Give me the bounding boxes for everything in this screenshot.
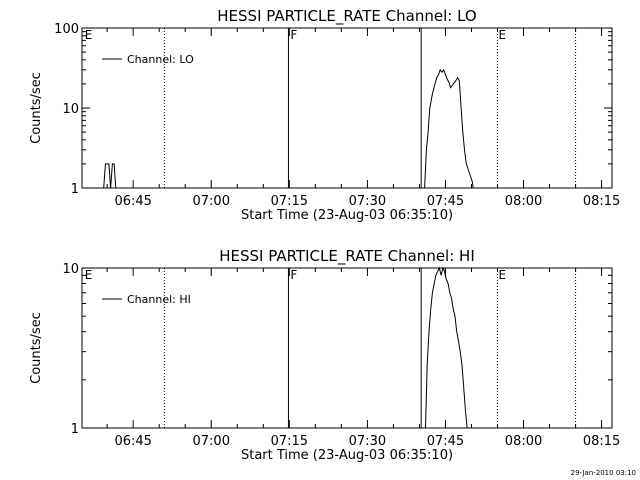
hi-x-axis-label: Start Time (23-Aug-03 06:35:10) <box>241 448 453 463</box>
hi-x-tick-label: 08:00 <box>505 434 542 449</box>
hi-annotation-label: E <box>85 268 93 282</box>
lo-x-tick-label: 07:30 <box>349 194 386 209</box>
lo-y-tick-label: 1 <box>71 182 79 197</box>
lo-plot-frame <box>81 27 613 189</box>
lo-series-line <box>103 68 474 189</box>
lo-x-tick-label: 08:15 <box>583 194 620 209</box>
hi-series-line <box>425 266 468 429</box>
hi-y-axis-label: Counts/sec <box>29 312 44 384</box>
hi-x-tick-label: 07:30 <box>349 434 386 449</box>
lo-y-axis-label: Counts/sec <box>29 72 44 144</box>
hi-x-tick-label: 08:15 <box>583 434 620 449</box>
hi-legend-label: Channel: HI <box>127 293 191 306</box>
lo-annotation-label: E <box>85 28 93 42</box>
footer-timestamp: 29-Jan-2010 03:10 <box>570 469 636 477</box>
lo-x-tick-label: 07:15 <box>271 194 308 209</box>
lo-x-tick-label: 06:45 <box>114 194 151 209</box>
hi-chart-title: HESSI PARTICLE_RATE Channel: HI <box>219 247 475 266</box>
lo-x-tick-label: 08:00 <box>505 194 542 209</box>
hi-annotation-label: E <box>498 268 506 282</box>
lo-annotation-label: E <box>498 28 506 42</box>
hi-annotation-label: F <box>290 268 297 282</box>
hi-x-tick-label: 07:45 <box>427 434 464 449</box>
hi-x-tick-label: 06:45 <box>114 434 151 449</box>
lo-legend-label: Channel: LO <box>127 53 194 66</box>
lo-x-tick-label: 07:45 <box>427 194 464 209</box>
hi-y-tick-label: 1 <box>71 422 79 437</box>
lo-x-axis-label: Start Time (23-Aug-03 06:35:10) <box>241 208 453 223</box>
lo-x-tick-label: 07:00 <box>193 194 230 209</box>
hi-x-tick-label: 07:15 <box>271 434 308 449</box>
lo-annotation-label: F <box>290 28 297 42</box>
lo-y-tick-label: 100 <box>54 22 79 37</box>
hi-plot-frame <box>81 267 613 429</box>
hi-y-tick-label: 10 <box>62 262 79 277</box>
lo-chart-title: HESSI PARTICLE_RATE Channel: LO <box>217 7 476 26</box>
lo-y-tick-label: 10 <box>62 102 79 117</box>
hi-x-tick-label: 07:00 <box>193 434 230 449</box>
